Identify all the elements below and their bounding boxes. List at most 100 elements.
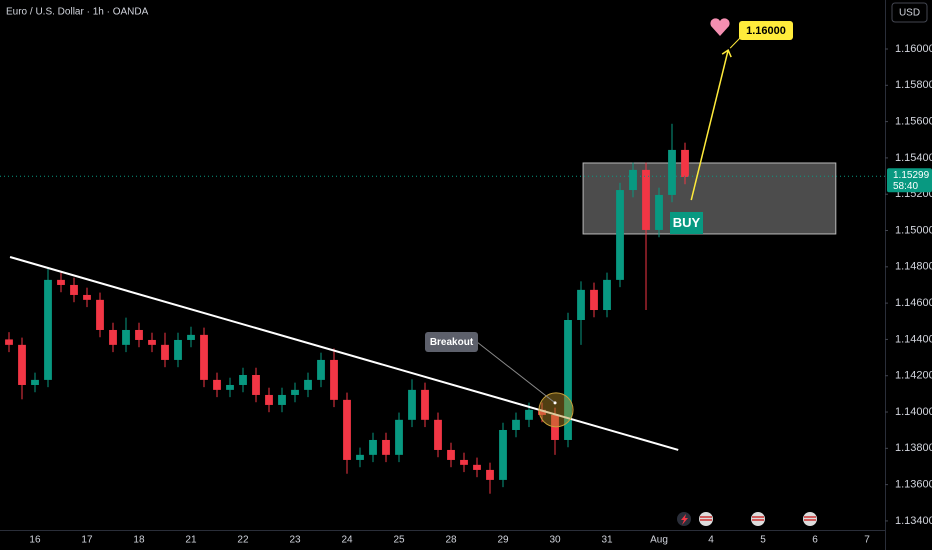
candle-body	[486, 469, 494, 480]
y-tick-label: 1.14400	[895, 333, 932, 345]
y-tick-label: 1.14200	[895, 370, 932, 382]
candle-body	[44, 279, 52, 380]
candle-body	[538, 409, 546, 415]
candle-body	[564, 319, 572, 440]
current-price-box	[887, 168, 932, 193]
x-tick-label: 4	[708, 535, 714, 546]
trendline	[9, 256, 679, 451]
x-tick-label: 22	[237, 535, 249, 546]
candle-body	[343, 399, 351, 460]
candle-body	[213, 379, 221, 390]
candle-body	[473, 464, 481, 470]
x-tick-label: 30	[549, 535, 561, 546]
chart-title: Euro / U.S. Dollar · 1h · OANDA	[6, 7, 149, 18]
candle-body	[642, 169, 650, 230]
candle-body	[330, 359, 338, 400]
x-tick-label: 28	[445, 535, 457, 546]
candle-body	[577, 289, 585, 320]
candle-body	[57, 279, 65, 285]
candle-body	[616, 190, 624, 280]
candle-body	[239, 374, 247, 385]
currency-button[interactable]	[891, 2, 928, 23]
breakout-label: Breakout	[430, 337, 474, 348]
y-tick-label: 1.15000	[895, 224, 932, 236]
arrow-head	[721, 48, 732, 58]
candle-body	[174, 339, 182, 360]
target-label: 1.16000	[746, 25, 786, 37]
candle-body	[369, 439, 377, 455]
x-tick-label: 31	[601, 535, 613, 546]
flag-stripes	[700, 516, 816, 521]
x-tick-label: 7	[864, 535, 870, 546]
countdown: 58:40	[893, 181, 918, 192]
candle-body	[317, 359, 325, 380]
breakout-label-box	[425, 332, 478, 352]
candle-body	[681, 149, 689, 177]
candle-body	[512, 419, 520, 430]
y-tick-label: 1.15600	[895, 116, 932, 128]
x-tick-label: 16	[29, 535, 41, 546]
target-label-box	[739, 21, 793, 40]
x-tick-label: 17	[81, 535, 93, 546]
candle-body	[499, 429, 507, 480]
candle-body	[395, 419, 403, 455]
buy-label-box	[670, 212, 703, 234]
breakout-circle	[538, 392, 574, 428]
flag-icon[interactable]	[751, 512, 765, 526]
candle-body	[135, 329, 143, 340]
currency[interactable]: USD	[899, 8, 920, 19]
y-tick-label: 1.14800	[895, 261, 932, 273]
candle-body	[447, 449, 455, 460]
y-tick-label: 1.13800	[895, 442, 932, 454]
flag-icon[interactable]	[699, 512, 713, 526]
candle-body	[304, 379, 312, 390]
candle-body	[265, 394, 273, 405]
candle-body	[291, 389, 299, 395]
y-tick-label: 1.13400	[895, 515, 932, 527]
candle-body	[5, 339, 13, 345]
candle-body	[421, 389, 429, 420]
candle-body	[161, 344, 169, 360]
y-tick-label: 1.14000	[895, 406, 932, 418]
candle-body	[434, 419, 442, 450]
candle-body	[382, 439, 390, 455]
buy-zone	[582, 162, 837, 235]
candle-body	[200, 334, 208, 380]
candle-body	[278, 394, 286, 405]
x-tick-label: 18	[133, 535, 145, 546]
candle-body	[226, 384, 234, 390]
flag-icon[interactable]	[803, 512, 817, 526]
x-tick-label: 25	[393, 535, 405, 546]
candle-body	[252, 374, 260, 395]
candle-body	[629, 169, 637, 191]
breakout-pointer	[476, 341, 556, 404]
candle-body	[109, 329, 117, 345]
x-tick-label: 23	[289, 535, 301, 546]
candle-body	[551, 414, 559, 440]
candle-body	[148, 339, 156, 345]
flash-icon	[681, 514, 688, 525]
x-tick-label: 29	[497, 535, 509, 546]
candle-body	[603, 279, 611, 311]
candle-body	[356, 454, 364, 460]
x-tick-label: Aug	[650, 535, 668, 546]
candle-body	[70, 284, 78, 295]
candle-body	[31, 379, 39, 385]
heart-icon	[710, 18, 730, 36]
candle-body	[460, 459, 468, 465]
y-tick-label: 1.13600	[895, 479, 932, 491]
candle-body	[122, 329, 130, 345]
current-price: 1.15299	[893, 170, 930, 181]
target-arrow	[690, 49, 729, 201]
candle-body	[83, 294, 91, 300]
candle-body	[408, 389, 416, 420]
buy-label: BUY	[673, 215, 701, 230]
x-tick-label: 24	[341, 535, 353, 546]
x-tick-label: 21	[185, 535, 197, 546]
candle-body	[96, 299, 104, 330]
candle-body	[590, 289, 598, 311]
target-pointer	[729, 37, 741, 49]
candle-body	[187, 334, 195, 340]
